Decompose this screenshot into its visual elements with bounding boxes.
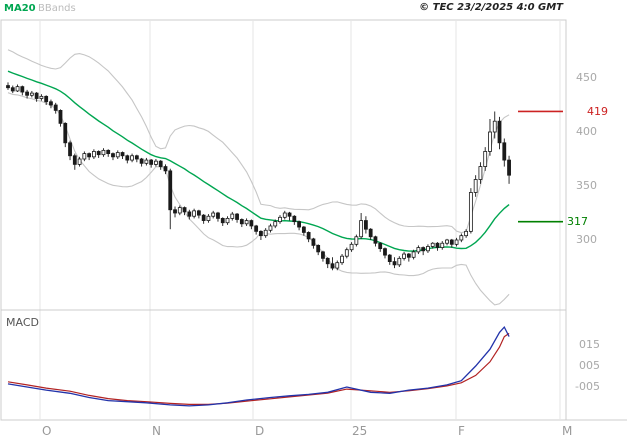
macd-lines: [7, 325, 510, 407]
price-axis-label: 300: [576, 233, 597, 246]
x-axis-label-october: O: [42, 424, 52, 438]
support-level-label: 317: [567, 215, 588, 228]
x-axis-label-january: 25: [352, 424, 368, 438]
copyright-stamp: © TEC 23/2/2025 4:0 GMT: [419, 2, 563, 13]
price-level-lines: [518, 110, 563, 223]
macd-axis-label: 015: [579, 338, 600, 351]
x-axis-label-february: F: [458, 424, 465, 438]
macd-axis-label: -005: [575, 380, 600, 393]
ma20-legend: MA20: [4, 3, 36, 14]
bollinger-bands: [7, 49, 510, 306]
x-axis-label-december: D: [255, 424, 265, 438]
ma20-line: [7, 70, 510, 252]
panel-borders: [0, 19, 627, 421]
resistance-level-label: 419: [587, 105, 608, 118]
candlesticks: [6, 82, 511, 271]
vertical-gridlines: [39, 21, 561, 419]
x-axis-label-march: M: [562, 424, 573, 438]
price-axis-label: 350: [576, 179, 597, 192]
macd-axis-label: 005: [579, 359, 600, 372]
price-axis-label: 400: [576, 125, 597, 138]
x-axis-label-november: N: [152, 424, 161, 438]
macd-panel-label: MACD: [6, 316, 39, 329]
bbands-legend: BBands: [38, 3, 76, 14]
price-axis-label: 450: [576, 71, 597, 84]
